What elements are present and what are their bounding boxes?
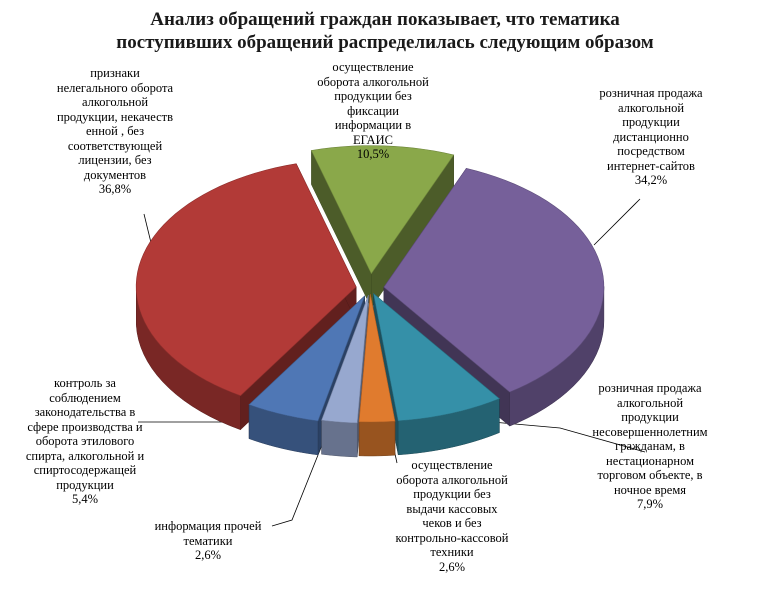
label-line: продукции (56, 477, 114, 492)
slice-control (248, 295, 366, 422)
label-minors: розничная продажа алкогольной продукции … (560, 381, 740, 512)
leader-line-minors (469, 419, 646, 453)
slice-egais (310, 145, 455, 275)
label-line: законодательства в (34, 405, 136, 419)
label-line: оборота этилового (35, 434, 135, 448)
label-line: гражданам, в (615, 439, 685, 453)
label-line: продукции (622, 115, 680, 129)
slice-illegal (135, 163, 357, 397)
label-line: енной , без (85, 124, 145, 138)
label-line: контроль за (54, 376, 116, 390)
label-line: продукции (621, 410, 679, 424)
label-illegal: признаки нелегального оборота алкогольно… (40, 66, 190, 197)
label-egais: осуществление оборота алкогольной продук… (298, 60, 448, 162)
label-line: спирта, алкогольной и (25, 448, 145, 463)
label-line: соблюдением (49, 390, 121, 405)
label-line: посредством (617, 144, 685, 158)
label-line: техники (430, 545, 474, 559)
label-line: ночное время (613, 482, 687, 497)
label-line: розничная продажа (598, 381, 702, 395)
label-line: несовершеннолетним (592, 424, 708, 439)
label-line: осуществление (332, 60, 414, 74)
slice-side-cashless (358, 420, 396, 457)
label-line: информации в (334, 118, 412, 132)
label-line: алкогольной (81, 95, 149, 109)
label-line: дистанционно (613, 129, 689, 144)
label-percent: 2,6% (438, 559, 466, 574)
label-percent: 34,2% (634, 173, 668, 187)
label-line: алкогольной (617, 100, 685, 115)
label-line: ЕГАИС (353, 132, 393, 147)
label-cashless: осуществление оборота алкогольной продук… (372, 458, 532, 574)
label-percent: 10,5% (356, 147, 390, 161)
label-internet: розничная продажа алкогольной продукции … (566, 86, 736, 188)
chart-title-line-2: поступивших обращений распределилась сле… (116, 32, 654, 53)
label-line: нестационарном (606, 453, 694, 468)
slice-internet (383, 168, 605, 393)
label-line: продукции без (413, 487, 491, 501)
label-line: чеков и без (422, 516, 482, 530)
label-line: тематики (183, 533, 233, 548)
label-line: документов (83, 167, 147, 182)
label-line: осуществление (411, 458, 493, 472)
label-percent: 36,8% (98, 182, 132, 196)
label-percent: 7,9% (636, 497, 664, 511)
label-other: информация прочей тематики 2,6% (138, 519, 278, 563)
label-line: интернет-сайтов (607, 158, 695, 173)
chart-title-line-1: Анализ обращений граждан показывает, что… (150, 9, 620, 30)
slice-other (321, 295, 369, 424)
label-line: торговом объекте, в (597, 468, 703, 482)
label-line: соответствующей (67, 138, 163, 153)
label-control: контроль за соблюдением законодательства… (10, 376, 160, 507)
label-line: нелегального оборота (56, 80, 174, 95)
label-line: оборота алкогольной (396, 472, 508, 487)
slice-minors (373, 292, 500, 422)
label-line: спиртосодержащей (33, 463, 137, 477)
chart-title: Анализ обращений граждан показывает, что… (0, 8, 770, 54)
label-line: сфере производства и (27, 419, 143, 434)
label-line: фиксации (347, 103, 399, 118)
label-percent: 2,6% (194, 548, 222, 562)
label-line: оборота алкогольной (317, 74, 429, 89)
slice-cashless (358, 293, 396, 423)
label-percent: 5,4% (71, 492, 99, 506)
label-line: алкогольной (616, 395, 684, 410)
label-line: продукции, некачеств (56, 109, 174, 124)
label-line: лицензии, без (78, 153, 152, 167)
pie-tops (135, 145, 605, 424)
label-line: информация прочей (154, 519, 262, 533)
label-line: контрольно-кассовой (395, 530, 509, 545)
label-line: признаки (90, 66, 140, 80)
label-line: выдачи кассовых (406, 501, 498, 516)
leader-line-internet (593, 198, 641, 246)
label-line: продукции без (334, 89, 412, 103)
slice-side-other (321, 419, 358, 458)
label-line: розничная продажа (599, 86, 703, 100)
